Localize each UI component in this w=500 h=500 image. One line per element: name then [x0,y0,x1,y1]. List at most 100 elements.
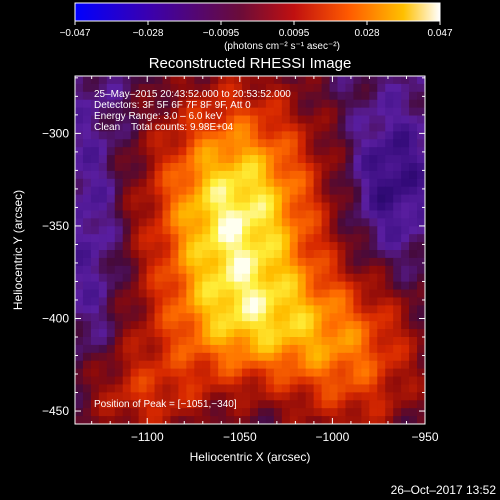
heatmap-cell [170,242,180,251]
heatmap-cell [281,139,291,148]
plot-frame [74,75,426,425]
heatmap-cell [194,123,203,132]
heatmap-cell [401,99,410,109]
heatmap-cell [82,107,92,117]
heatmap-cell [242,392,251,401]
heatmap-cell [409,163,418,172]
heatmap-cell [194,234,203,243]
heatmap-cell [210,400,219,409]
heatmap-cell [273,242,283,251]
heatmap-cell [186,107,195,117]
heatmap-cell [122,170,132,180]
heatmap-cell [337,147,347,156]
heatmap-cell [265,408,275,417]
heatmap-cell [369,273,378,283]
heatmap-cell [82,76,92,85]
heatmap-cell [90,250,100,259]
heatmap-cell [345,344,355,354]
heatmap-cell [218,321,227,330]
heatmap-cell [82,321,92,330]
heatmap-cell [361,76,370,85]
heatmap-cell [130,265,140,275]
heatmap-cell [297,297,307,306]
heatmap-cell [170,115,180,125]
heatmap-cell [98,83,108,93]
heatmap-cell [377,234,386,243]
heatmap-cell [122,250,132,259]
heatmap-cell [234,99,243,109]
heatmap-cell [401,416,410,424]
heatmap-cell [313,186,323,196]
heatmap-cell [90,234,100,243]
heatmap-cell [106,344,116,354]
heatmap-cell [353,289,362,299]
heatmap-cell [114,368,124,378]
heatmap-cell [194,408,203,417]
heatmap-cell [417,115,425,125]
heatmap-cell [218,91,227,101]
heatmap-cell [114,163,124,172]
heatmap-cell [202,131,211,140]
heatmap-cell [305,123,315,132]
heatmap-cell [321,147,331,156]
heatmap-cell [337,210,347,219]
heatmap-cell [130,178,140,188]
heatmap-cell [257,234,267,243]
heatmap-cell [369,392,378,401]
heatmap-cell [75,226,84,235]
heatmap-cell [401,329,410,338]
heatmap-cell [361,202,370,212]
heatmap-cell [82,226,92,235]
heatmap-cell [75,313,84,322]
heatmap-cell [353,234,362,243]
heatmap-cell [305,186,315,196]
heatmap-cell [321,155,331,164]
heatmap-cell [345,281,355,291]
heatmap-cell [377,376,386,386]
heatmap-cell [265,289,275,299]
heatmap-cell [202,360,211,370]
heatmap-cell [409,186,418,196]
heatmap-cell [226,329,235,338]
heatmap-cell [353,139,362,148]
heatmap-cell [82,91,92,101]
heatmap-cell [98,321,108,330]
heatmap-cell [202,194,211,204]
heatmap-cell [242,163,251,172]
heatmap-cell [82,392,92,401]
heatmap-cell [273,416,283,424]
heatmap-cell [170,360,180,370]
heatmap-cell [202,265,211,275]
peak-position-label: Position of Peak = [−1051,−340] [94,399,237,410]
heatmap-cell [146,226,156,235]
heatmap-cell [82,376,92,386]
heatmap-cell [345,384,355,393]
heatmap-cell [337,139,347,148]
heatmap-cell [409,99,418,109]
heatmap-cell [210,76,219,85]
heatmap-cell [138,297,148,306]
heatmap-cell [353,210,362,219]
heatmap-cell [130,273,140,283]
heatmap-cell [393,368,402,378]
heatmap-cell [409,242,418,251]
x-axis-label: Heliocentric X (arcsec) [190,450,311,464]
heatmap-cell [257,163,267,172]
heatmap-cell [90,289,100,299]
heatmap-cell [82,155,92,164]
heatmap-cell [281,131,291,140]
heatmap-cell [106,281,116,291]
heatmap-cell [90,155,100,164]
heatmap-cell [401,384,410,393]
heatmap-cell [194,257,203,267]
heatmap-cell [122,218,132,227]
heatmap-cell [250,163,259,172]
heatmap-cell [409,392,418,401]
heatmap-cell [337,289,347,299]
heatmap-cell [250,107,259,117]
heatmap-cell [369,83,378,93]
heatmap-cell [226,242,235,251]
heatmap-cell [146,139,156,148]
heatmap-cell [154,281,164,291]
heatmap-cell [114,139,124,148]
